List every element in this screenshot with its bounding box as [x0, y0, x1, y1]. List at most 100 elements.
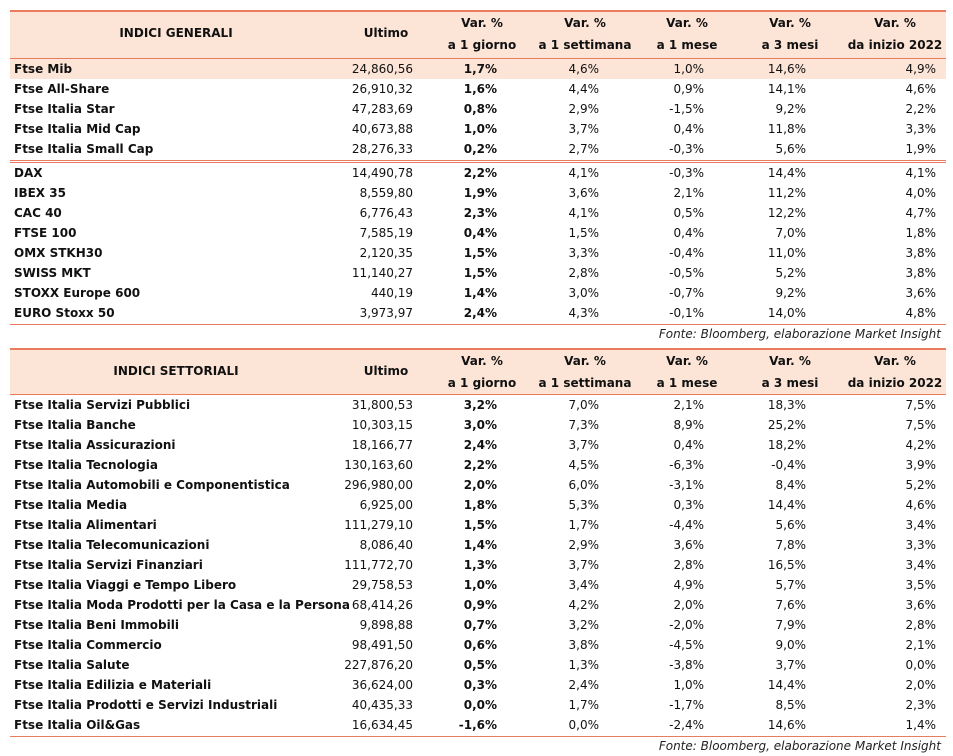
cell: 1,3%: [463, 558, 497, 572]
cell: 3,2%: [463, 398, 497, 412]
cell: 40,435,33: [351, 698, 413, 712]
cell: 3,6%: [568, 186, 600, 200]
cell: 98,491,50: [351, 638, 413, 652]
row-name: Ftse Italia Beni Immobili: [14, 618, 179, 632]
cell: 2,1%: [673, 398, 705, 412]
cell: 6,776,43: [359, 206, 413, 220]
header-cell: Ultimo: [363, 364, 409, 378]
header-bg: [10, 10, 946, 58]
rule: [10, 58, 946, 59]
cell: 2,0%: [673, 598, 705, 612]
cell: 9,2%: [775, 102, 807, 116]
cell: 26,910,32: [351, 82, 413, 96]
row-name: Ftse Italia Banche: [14, 418, 136, 432]
cell: 4,7%: [905, 206, 937, 220]
header-cell: a 1 mese: [656, 38, 718, 52]
rule: [10, 324, 946, 325]
row-name: Ftse Italia Oil&Gas: [14, 718, 141, 732]
row-highlight: [10, 59, 946, 79]
header-cell: a 3 mesi: [761, 38, 819, 52]
cell: 3,4%: [905, 558, 937, 572]
cell: 1,7%: [568, 698, 600, 712]
cell: 16,5%: [767, 558, 806, 572]
cell: 2,3%: [463, 206, 497, 220]
row-name: Ftse Italia Commercio: [14, 638, 162, 652]
cell: 4,4%: [568, 82, 600, 96]
cell: 5,2%: [905, 478, 937, 492]
header-cell: Var. %: [666, 354, 708, 368]
row-name: Ftse Italia Servizi Pubblici: [14, 398, 191, 412]
cell: 1,0%: [673, 62, 705, 76]
cell: 4,2%: [568, 598, 600, 612]
cell: -3,1%: [669, 478, 704, 492]
row-name: FTSE 100: [14, 226, 77, 240]
row-name: EURO Stoxx 50: [14, 306, 115, 320]
cell: 3,6%: [673, 538, 705, 552]
cell: 2,8%: [905, 618, 937, 632]
row-name: Ftse Italia Star: [14, 102, 115, 116]
cell: 3,0%: [463, 418, 497, 432]
cell: 5,3%: [568, 498, 600, 512]
cell: 7,3%: [568, 418, 600, 432]
row-name: Ftse Italia Edilizia e Materiali: [14, 678, 212, 692]
cell: 2,2%: [463, 458, 497, 472]
header-bg: [10, 348, 946, 394]
cell: 14,6%: [767, 718, 806, 732]
cell: 9,2%: [775, 286, 807, 300]
cell: -4,4%: [669, 518, 704, 532]
cell: 3,7%: [568, 122, 600, 136]
header-cell: INDICI SETTORIALI: [113, 364, 239, 378]
cell: 3,8%: [905, 266, 937, 280]
cell: 14,4%: [767, 678, 806, 692]
cell: 36,624,00: [351, 678, 413, 692]
cell: 4,9%: [905, 62, 937, 76]
cell: 16,634,45: [351, 718, 413, 732]
cell: 4,1%: [905, 166, 937, 180]
header-cell: a 1 settimana: [538, 38, 632, 52]
header-cell: Var. %: [874, 16, 916, 30]
cell: 25,2%: [767, 418, 806, 432]
header-cell: a 3 mesi: [761, 376, 819, 390]
cell: -1,6%: [458, 718, 497, 732]
cell: 1,9%: [463, 186, 497, 200]
cell: 0,5%: [673, 206, 705, 220]
cell: 296,980,00: [344, 478, 413, 492]
cell: 3,3%: [905, 122, 937, 136]
cell: 4,6%: [905, 498, 937, 512]
cell: 3,973,97: [359, 306, 413, 320]
cell: -3,8%: [669, 658, 704, 672]
cell: 8,9%: [673, 418, 705, 432]
row-name: IBEX 35: [14, 186, 66, 200]
cell: 0,4%: [673, 122, 705, 136]
cell: 1,5%: [463, 246, 497, 260]
cell: 3,7%: [568, 558, 600, 572]
cell: 4,6%: [905, 82, 937, 96]
cell: 68,414,26: [351, 598, 413, 612]
cell: 29,758,53: [351, 578, 413, 592]
cell: 1,3%: [568, 658, 600, 672]
cell: 3,6%: [905, 286, 937, 300]
cell: 14,0%: [767, 306, 806, 320]
row-name: STOXX Europe 600: [14, 286, 141, 300]
cell: 7,0%: [568, 398, 600, 412]
cell: 3,4%: [568, 578, 600, 592]
cell: 111,772,70: [344, 558, 413, 572]
cell: 1,0%: [673, 678, 705, 692]
cell: 7,6%: [775, 598, 807, 612]
cell: 0,0%: [568, 718, 600, 732]
cell: 47,283,69: [351, 102, 413, 116]
cell: 7,5%: [905, 418, 937, 432]
cell: 0,4%: [673, 226, 705, 240]
cell: 3,0%: [568, 286, 600, 300]
cell: 0,4%: [463, 226, 497, 240]
header-cell: Var. %: [564, 354, 606, 368]
cell: 4,8%: [905, 306, 937, 320]
rule: [10, 348, 946, 350]
source-note: Fonte: Bloomberg, elaborazione Market In…: [658, 739, 941, 753]
cell: -0,7%: [669, 286, 704, 300]
cell: 7,585,19: [359, 226, 413, 240]
cell: 2,2%: [463, 166, 497, 180]
cell: 4,0%: [905, 186, 937, 200]
cell: 0,5%: [463, 658, 497, 672]
